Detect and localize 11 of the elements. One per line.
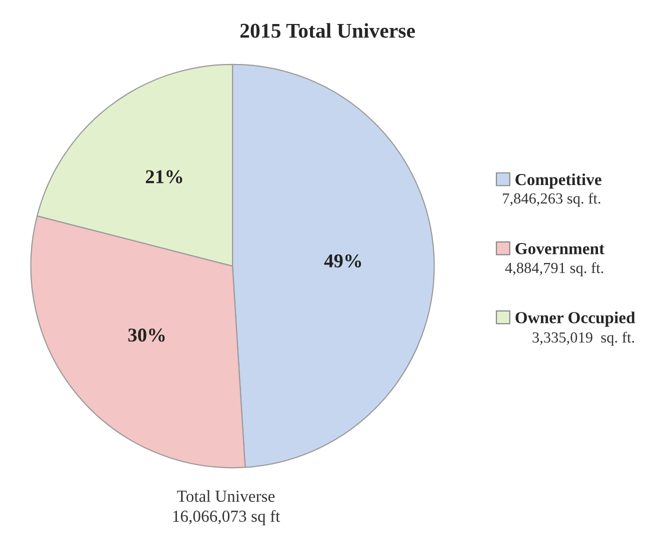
text: Total Universe 16,066,073 sq ft: [173, 490, 280, 526]
legend-label: Owner Occupied: [516, 312, 636, 327]
text: 7,846,263 sq. ft.: [502, 192, 600, 207]
legend-label: Competitive: [516, 173, 602, 189]
data-label: 30%: [128, 328, 165, 342]
text: 3,335,019 sq. ft.: [532, 332, 634, 346]
data-label: 49%: [324, 254, 362, 268]
legend-label: Government: [516, 243, 604, 254]
text: 4,884,791 sq. ft.: [505, 262, 604, 276]
data-label: 21%: [146, 170, 182, 184]
chart-title: 2015 Total Universe: [240, 23, 415, 38]
